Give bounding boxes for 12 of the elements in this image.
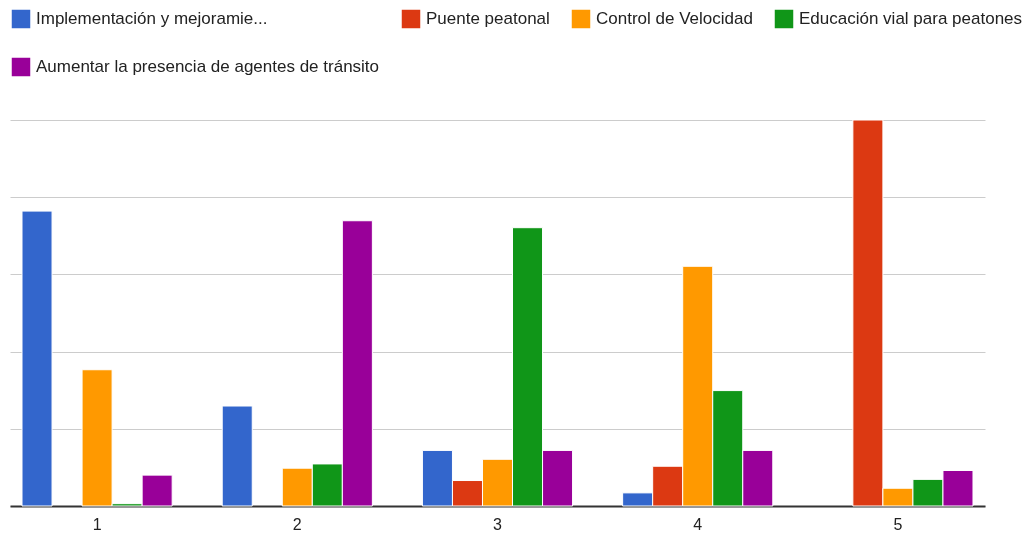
x-tick-label: 1 bbox=[92, 515, 102, 533]
bar bbox=[21, 210, 53, 507]
legend-label: Implementación y mejoramie... bbox=[36, 9, 268, 28]
bar bbox=[221, 405, 253, 507]
x-tick-label: 4 bbox=[693, 515, 703, 533]
legend-label: Puente peatonal bbox=[426, 9, 550, 28]
legend-label: Aumentar la presencia de agentes de tránsito bbox=[36, 57, 380, 76]
legend-label: Control de Velocidad bbox=[596, 9, 753, 28]
legend-label: Educación vial para peatones bbox=[799, 9, 1023, 28]
x-tick-label: 2 bbox=[292, 515, 302, 533]
x-tick-label: 3 bbox=[493, 515, 503, 533]
x-tick-label: 5 bbox=[893, 515, 903, 533]
